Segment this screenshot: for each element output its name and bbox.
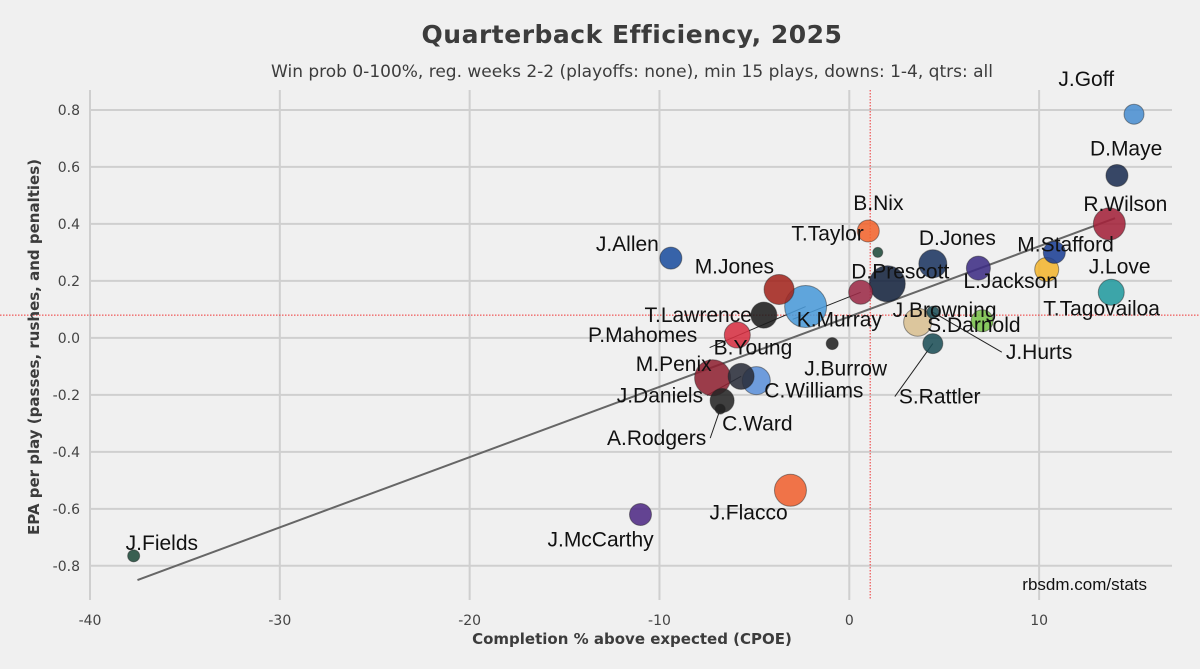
label-l-jackson: L.Jackson <box>963 270 1058 293</box>
point-l-jackson <box>965 255 991 281</box>
point-d-jones <box>918 249 948 279</box>
label-m-penix: M.Penix <box>636 353 712 376</box>
label-j-mccarthy: J.McCarthy <box>547 529 654 552</box>
y-tick-labels: -0.8 -0.6 -0.4 -0.2 0.0 0.2 0.4 0.6 0.8 <box>53 103 80 575</box>
label-j-love: J.Love <box>1089 255 1151 278</box>
label-c-ward: C.Ward <box>722 413 792 436</box>
trendline-layer <box>137 217 1116 581</box>
x-tick-label: 0 <box>845 613 854 629</box>
x-tick-label: -30 <box>268 613 291 629</box>
y-tick-label: 0.8 <box>58 103 80 119</box>
y-axis-label: EPA per play (passes, rushes, and penalt… <box>25 159 43 535</box>
y-tick-label: 0.2 <box>58 274 80 290</box>
x-tick-labels: -40 -30 -20 -10 0 10 <box>79 613 1048 629</box>
label-m-jones: M.Jones <box>695 255 774 278</box>
grid <box>89 90 1172 600</box>
point-j-goff <box>1123 103 1145 125</box>
label-j-burrow: J.Burrow <box>804 358 888 381</box>
label-b-nix: B.Nix <box>853 192 904 215</box>
x-tick-label: -10 <box>648 613 671 629</box>
y-tick-label: 0.6 <box>58 160 80 176</box>
point-j-daniels <box>727 362 755 390</box>
points-layer <box>127 103 1145 563</box>
leader-j-hurts <box>932 311 1003 353</box>
label-t-lawrence: T.Lawrence <box>644 304 751 327</box>
point-d-prescott <box>868 265 906 303</box>
credit-text: rbsdm.com/stats <box>1022 575 1147 594</box>
y-tick-label: -0.2 <box>53 388 80 404</box>
point-m-stafford <box>1042 240 1066 264</box>
label-c-williams: C.Williams <box>764 380 863 403</box>
x-tick-label: 10 <box>1030 613 1048 629</box>
chart-subtitle: Win prob 0-100%, reg. weeks 2-2 (playoff… <box>271 62 993 82</box>
point-p-mahomes <box>723 321 751 349</box>
label-j-goff: J.Goff <box>1058 68 1114 91</box>
y-tick-label: -0.8 <box>53 559 80 575</box>
x-tick-label: -40 <box>79 613 102 629</box>
label-j-flacco: J.Flacco <box>709 501 787 524</box>
label-s-darnold: S.Darnold <box>927 314 1020 337</box>
label-p-mahomes: P.Mahomes <box>588 324 697 347</box>
mean-lines <box>0 90 1200 600</box>
chart-title: Quarterback Efficiency, 2025 <box>422 20 843 49</box>
leader-a-rodgers <box>709 408 721 439</box>
label-d-prescott: D.Prescott <box>851 261 949 284</box>
label-d-maye: D.Maye <box>1090 137 1162 160</box>
point-s-rattler <box>922 333 944 355</box>
leader-s-rattler <box>894 343 934 397</box>
point-t-lawrence <box>750 301 778 329</box>
point-k-murray <box>848 279 874 305</box>
point-t-taylor <box>872 246 884 258</box>
label-t-tagovailoa: T.Tagovailoa <box>1043 297 1160 320</box>
label-b-young: B.Young <box>714 337 793 360</box>
point-s-darnold <box>970 309 994 333</box>
point-b-young <box>784 285 828 329</box>
point-t-tagovailoa <box>1097 278 1125 306</box>
point-a-rodgers <box>714 403 726 415</box>
label-a-rodgers: A.Rodgers <box>607 427 706 450</box>
label-j-fields: J.Fields <box>126 532 198 555</box>
y-tick-label: -0.4 <box>53 445 80 461</box>
label-j-daniels: J.Daniels <box>617 384 703 407</box>
label-j-browning: J.Browning <box>893 299 997 322</box>
point-j-allen <box>659 246 683 270</box>
point-j-flacco <box>773 473 807 507</box>
label-d-jones: D.Jones <box>919 227 996 250</box>
y-tick-label: -0.6 <box>53 502 80 518</box>
point-j-fields <box>127 549 141 563</box>
point-b-nix <box>856 219 880 243</box>
trend-line <box>137 217 1116 581</box>
x-tick-label: -20 <box>458 613 481 629</box>
point-j-mccarthy <box>628 503 652 527</box>
label-j-allen: J.Allen <box>596 233 659 256</box>
point-j-browning <box>903 307 933 337</box>
point-r-wilson <box>1092 207 1126 241</box>
label-r-wilson: R.Wilson <box>1083 193 1167 216</box>
point-m-jones <box>763 273 795 305</box>
y-tick-label: 0.4 <box>58 217 80 233</box>
label-t-taylor: T.Taylor <box>791 222 863 245</box>
y-tick-label: 0.0 <box>58 331 80 347</box>
point-j-burrow <box>825 337 839 351</box>
point-j-hurts <box>926 305 940 319</box>
label-m-stafford: M.Stafford <box>1017 233 1114 256</box>
x-axis-label: Completion % above expected (CPOE) <box>472 630 792 648</box>
point-d-maye <box>1105 163 1129 187</box>
label-j-hurts: J.Hurts <box>1006 341 1073 364</box>
label-k-murray: K.Murray <box>797 308 883 331</box>
label-s-rattler: S.Rattler <box>899 386 981 409</box>
